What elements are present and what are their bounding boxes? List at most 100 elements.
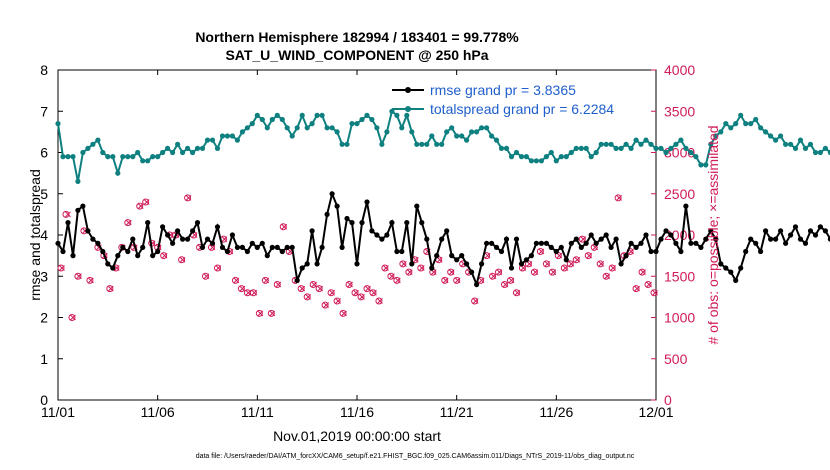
assimilated-obs-marker	[634, 285, 640, 292]
totalspread-point	[394, 112, 400, 118]
assimilated-obs-marker	[221, 236, 228, 242]
rmse-point	[723, 265, 729, 271]
possible-obs-marker	[357, 293, 365, 301]
assimilated-obs-marker	[347, 281, 353, 288]
rmse-point	[105, 261, 111, 267]
totalspread-point	[344, 141, 350, 147]
totalspread-point	[209, 137, 216, 143]
x-axis-label: Nov.01,2019 00:00:00 start	[273, 428, 441, 444]
totalspread-point	[533, 158, 540, 164]
rmse-point	[145, 220, 151, 226]
totalspread-point	[414, 141, 420, 147]
rmse-point	[683, 203, 689, 209]
rmse-point	[459, 253, 465, 259]
rmse-point	[623, 253, 629, 259]
rmse-point	[344, 215, 350, 222]
possible-obs-marker	[178, 256, 186, 264]
totalspread-point	[484, 125, 490, 131]
totalspread-point	[693, 154, 699, 160]
assimilated-obs-marker	[371, 289, 377, 296]
rmse-point	[409, 261, 415, 267]
assimilated-obs-marker	[490, 273, 497, 280]
totalspread-point	[817, 149, 824, 156]
rmse-point	[414, 203, 420, 209]
totalspread-point	[199, 145, 206, 151]
rmse-point	[469, 269, 475, 275]
rmse-point	[70, 253, 76, 259]
possible-obs-marker	[303, 293, 311, 301]
rmse-point	[713, 236, 719, 242]
rmse-point	[239, 244, 245, 250]
possible-obs-marker	[638, 268, 646, 276]
possible-obs-marker	[506, 276, 514, 284]
possible-obs-marker	[213, 264, 221, 272]
totalspread-point	[349, 121, 355, 127]
totalspread-point	[603, 141, 609, 147]
chart-title-line1: Northern Hemisphere 182994 / 183401 = 99…	[195, 29, 519, 45]
totalspread-point	[274, 112, 280, 118]
assimilated-obs-marker	[299, 285, 306, 292]
totalspread-point	[374, 125, 380, 131]
assimilated-obs-marker	[646, 281, 652, 288]
rmse-point	[753, 240, 759, 246]
totalspread-point	[439, 141, 445, 147]
totalspread-point	[419, 141, 425, 147]
rmse-point	[234, 244, 240, 250]
right-tick-label: 2000	[664, 227, 695, 243]
totalspread-point	[733, 121, 739, 127]
assimilated-obs-marker	[341, 310, 347, 317]
assimilated-obs-marker	[179, 256, 186, 263]
assimilated-obs-marker	[448, 269, 455, 275]
rmse-point	[768, 236, 774, 242]
totalspread-point	[608, 141, 614, 147]
possible-obs-marker	[393, 276, 401, 284]
rmse-point	[513, 236, 520, 242]
possible-obs-marker	[501, 281, 509, 288]
totalspread-point	[289, 133, 295, 139]
possible-obs-marker	[327, 289, 335, 297]
possible-obs-marker	[644, 281, 652, 288]
totalspread-point	[628, 145, 634, 151]
assimilated-obs-marker	[550, 269, 557, 275]
rmse-point	[598, 236, 604, 242]
rmse-point	[374, 232, 380, 238]
totalspread-point	[110, 154, 116, 160]
rmse-point	[259, 240, 265, 246]
rmse-point	[165, 232, 171, 238]
rmse-point	[802, 240, 809, 246]
assimilated-obs-marker	[88, 277, 94, 284]
totalspread-point	[573, 145, 579, 151]
totalspread-point	[763, 129, 769, 135]
totalspread-point	[713, 133, 719, 139]
totalspread-point	[399, 125, 405, 131]
rmse-point	[503, 236, 510, 242]
assimilated-obs-marker	[323, 302, 329, 308]
rmse-point	[583, 240, 589, 246]
possible-obs-marker	[495, 268, 503, 276]
totalspread-point	[827, 149, 830, 156]
totalspread-point	[155, 154, 161, 160]
rmse-point	[329, 191, 335, 197]
assimilated-obs-marker	[311, 281, 317, 288]
rmse-point	[454, 257, 460, 263]
rmse-point	[299, 265, 305, 271]
rmse-point	[638, 240, 644, 246]
rmse-point	[80, 203, 86, 209]
totalspread-point	[768, 133, 774, 139]
rmse-point	[209, 240, 216, 246]
plot-area	[57, 69, 657, 401]
possible-obs-marker	[566, 260, 574, 268]
totalspread-point	[538, 158, 545, 164]
right-tick-label: 500	[664, 351, 688, 367]
possible-obs-marker	[261, 276, 269, 284]
rmse-point	[294, 277, 300, 283]
assimilated-obs-marker	[113, 265, 120, 271]
totalspread-point	[728, 125, 734, 131]
left-axis-ticks: 0 1 2 3 4 5 6 7 8	[40, 62, 63, 408]
possible-obs-marker	[650, 289, 658, 297]
rmse-point	[354, 261, 360, 267]
totalspread-point	[259, 116, 265, 123]
totalspread-point	[738, 112, 744, 118]
possible-obs-marker	[608, 264, 616, 272]
assimilated-obs-marker	[604, 273, 611, 280]
